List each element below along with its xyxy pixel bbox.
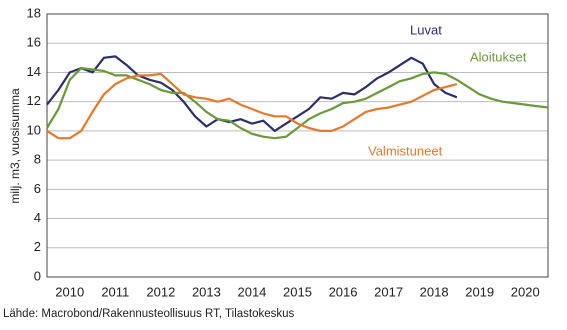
x-tick-label: 2015 — [283, 284, 312, 299]
y-axis-label: milj. m3, vuosisumma — [8, 88, 22, 204]
y-tick-label: 2 — [34, 239, 41, 254]
y-tick-label: 4 — [34, 210, 41, 225]
series-label: Valmistuneet — [368, 143, 443, 158]
x-tick-label: 2016 — [329, 284, 358, 299]
x-tick-label: 2019 — [465, 284, 494, 299]
series-line — [46, 72, 458, 140]
x-tick-label: 2012 — [146, 284, 175, 299]
series-label: Aloitukset — [470, 49, 527, 64]
y-tick-label: 0 — [34, 268, 41, 283]
y-tick-label: 8 — [34, 152, 41, 167]
y-tick-label: 16 — [27, 35, 41, 50]
series-label: Luvat — [410, 22, 442, 37]
y-tick-label: 6 — [34, 181, 41, 196]
x-tick-label: 2010 — [55, 284, 84, 299]
source-note: Lähde: Macrobond/Rakennusteollisuus RT, … — [3, 308, 295, 320]
x-tick-label: 2020 — [511, 284, 540, 299]
y-tick-label: 12 — [27, 93, 41, 108]
plot-frame — [46, 13, 549, 278]
x-tick-label: 2011 — [101, 284, 129, 299]
y-tick-label: 10 — [27, 122, 41, 137]
y-tick-label: 14 — [27, 64, 41, 79]
x-tick-label: 2017 — [374, 284, 403, 299]
series-line — [46, 55, 458, 132]
x-tick-label: 2014 — [237, 284, 266, 299]
x-tick-label: 2018 — [420, 284, 449, 299]
x-tick-label: 2013 — [192, 284, 221, 299]
series-line — [46, 67, 549, 140]
y-tick-label: 18 — [27, 5, 41, 20]
